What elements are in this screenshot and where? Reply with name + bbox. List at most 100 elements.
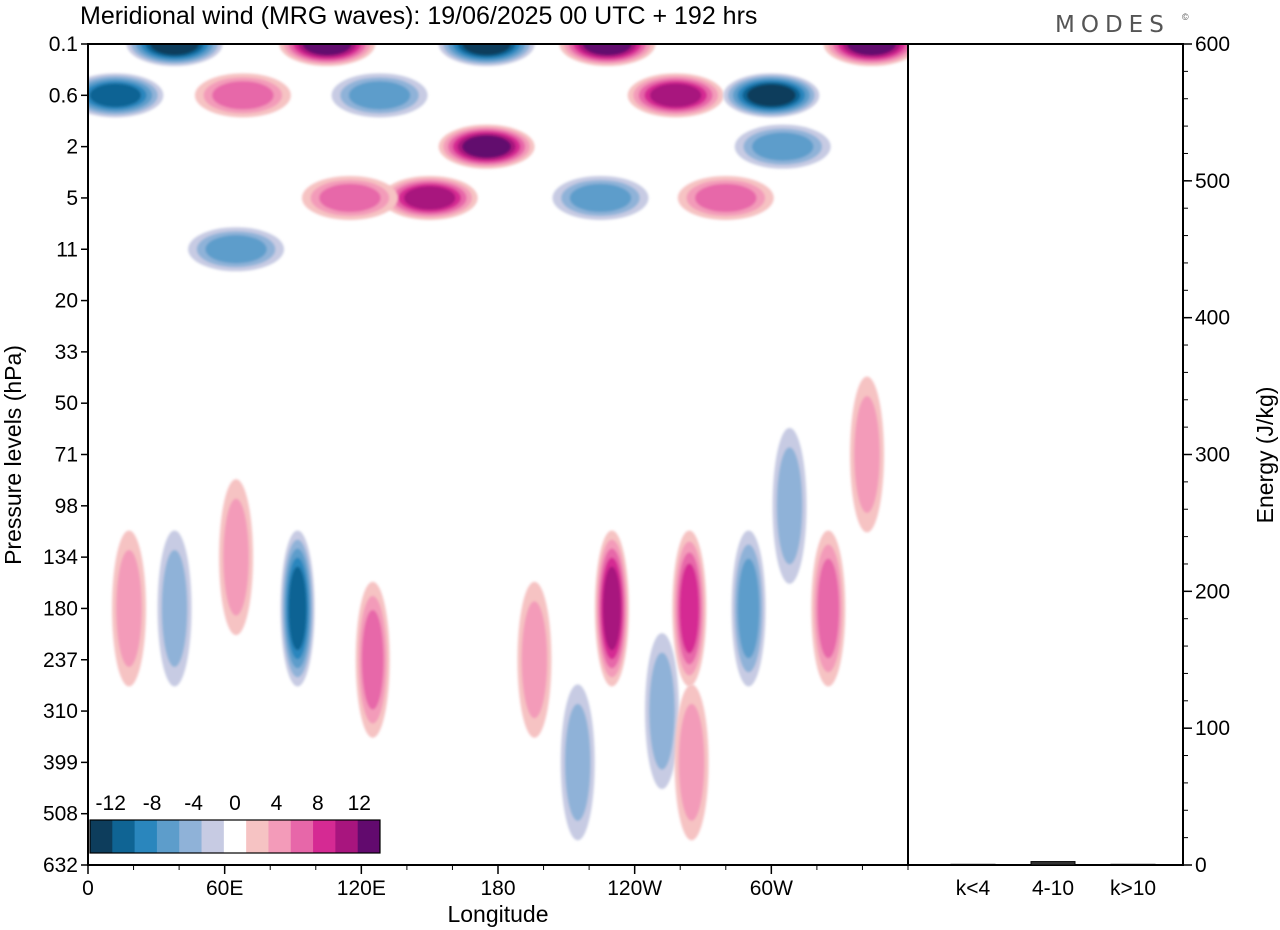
contour-band	[150, 44, 199, 56]
contour-feature	[194, 73, 291, 118]
contour-band	[223, 498, 249, 616]
colorbar-swatch	[357, 820, 381, 853]
contour-feature	[552, 175, 649, 220]
contour-band	[288, 566, 307, 651]
energy-tick-label: 200	[1195, 580, 1230, 603]
copyright-mark: ©	[1182, 12, 1189, 22]
contour-feature	[438, 124, 535, 169]
colorbar-swatch	[246, 820, 269, 853]
y-tick-label: 5	[66, 187, 78, 210]
colorbar-label: 8	[312, 792, 324, 815]
contour-band	[582, 44, 632, 56]
contour-feature	[381, 175, 478, 220]
contour-band	[161, 549, 188, 667]
colorbar-swatch	[223, 820, 247, 853]
contour-feature	[331, 73, 428, 118]
contour-band	[817, 558, 840, 659]
contour-band	[521, 601, 548, 719]
x-tick-label: 120W	[607, 877, 662, 900]
colorbar-label: 0	[229, 792, 241, 815]
x-tick-label: 60E	[206, 877, 243, 900]
contour-feature	[627, 73, 724, 118]
x-tick-label: 120E	[337, 877, 386, 900]
energy-plot: k<4 4-10 k>10 0 100 200 300 400 500 600	[907, 33, 1230, 900]
contour-band	[649, 652, 675, 770]
energy-category-label: k<4	[956, 877, 991, 900]
energy-bar	[1030, 861, 1076, 866]
colorbar-label: -4	[184, 792, 203, 815]
contour-band	[462, 44, 512, 56]
y-tick-label: 0.1	[49, 33, 78, 56]
contour-band	[319, 183, 381, 213]
contour-feature	[517, 581, 552, 738]
energy-tick-label: 100	[1195, 717, 1230, 740]
contour-band	[854, 396, 880, 513]
colorbar-swatch	[201, 820, 225, 853]
contour-feature	[672, 530, 707, 687]
colorbar-swatch	[90, 820, 113, 853]
energy-axis-label: Energy (J/kg)	[1252, 387, 1278, 524]
contour-band	[89, 83, 142, 108]
heatmap-plot: -12 -8 -4 0 4 8 12 0 60E 120E 180 120W 60W 0.1 0.6 2 5…	[43, 33, 909, 900]
colorbar: -12 -8 -4 0 4 8 12	[89, 792, 381, 854]
x-axis-label: Longitude	[447, 901, 548, 927]
energy-category-label: 4-10	[1032, 877, 1074, 900]
colorbar-label: -8	[143, 792, 162, 815]
pressure-axis: 0.1 0.6 2 5 11 20 33 50 71 98 134 180 237 310 399 508 63…	[43, 33, 88, 877]
chart-title: Meridional wind (MRG waves): 19/06/2025 …	[80, 2, 757, 30]
contour-band	[776, 447, 803, 565]
y-tick-label: 33	[55, 341, 78, 364]
contour-feature	[438, 44, 535, 66]
energy-bars	[950, 861, 1156, 866]
y-tick-label: 134	[43, 546, 78, 569]
contour-band	[569, 183, 632, 213]
contour-feature	[645, 633, 679, 790]
y-tick-label: 20	[55, 290, 78, 313]
y-tick-label: 632	[43, 854, 78, 877]
contour-band	[695, 183, 757, 213]
colorbar-label: 4	[271, 792, 283, 815]
contour-feature	[731, 530, 766, 687]
contour-band	[678, 703, 705, 821]
contour-band	[737, 558, 760, 659]
energy-tick-label: 400	[1195, 307, 1230, 330]
y-tick-label: 310	[43, 700, 78, 723]
colorbar-swatch	[156, 820, 180, 853]
contour-feature	[674, 684, 709, 841]
energy-category-axis: k<4 4-10 k>10	[956, 877, 1156, 900]
colorbar-swatch	[134, 820, 158, 853]
contour-feature	[219, 479, 254, 636]
modes-logo: MODES	[1055, 12, 1170, 38]
colorbar-swatch	[179, 820, 203, 853]
y-tick-label: 180	[43, 597, 78, 620]
y-tick-label: 508	[43, 803, 78, 826]
contour-band	[602, 566, 621, 651]
colorbar-frame	[89, 819, 381, 854]
contour-band	[462, 135, 512, 158]
contour-feature	[559, 44, 656, 66]
heatmap-contours	[88, 44, 908, 841]
energy-tick-label: 600	[1195, 33, 1230, 56]
contour-feature	[823, 44, 908, 66]
y-tick-label: 71	[55, 444, 78, 467]
contour-feature	[157, 530, 192, 687]
contour-band	[649, 83, 702, 108]
contour-feature	[280, 530, 315, 687]
y-tick-label: 98	[55, 495, 78, 518]
contour-band	[116, 549, 142, 667]
contour-feature	[88, 73, 164, 118]
contour-feature	[355, 581, 390, 738]
contour-feature	[560, 684, 595, 841]
contour-band	[302, 44, 352, 56]
energy-tick-label: 500	[1195, 170, 1230, 193]
contour-feature	[188, 227, 285, 272]
x-tick-label: 60W	[750, 877, 793, 900]
x-tick-label: 0	[82, 877, 94, 900]
energy-bar	[950, 863, 996, 866]
contour-band	[752, 132, 814, 161]
contour-feature	[594, 530, 629, 687]
energy-bar	[1110, 863, 1156, 866]
contour-feature	[279, 44, 376, 66]
contour-band	[212, 81, 274, 110]
y-tick-label: 2	[66, 136, 78, 159]
